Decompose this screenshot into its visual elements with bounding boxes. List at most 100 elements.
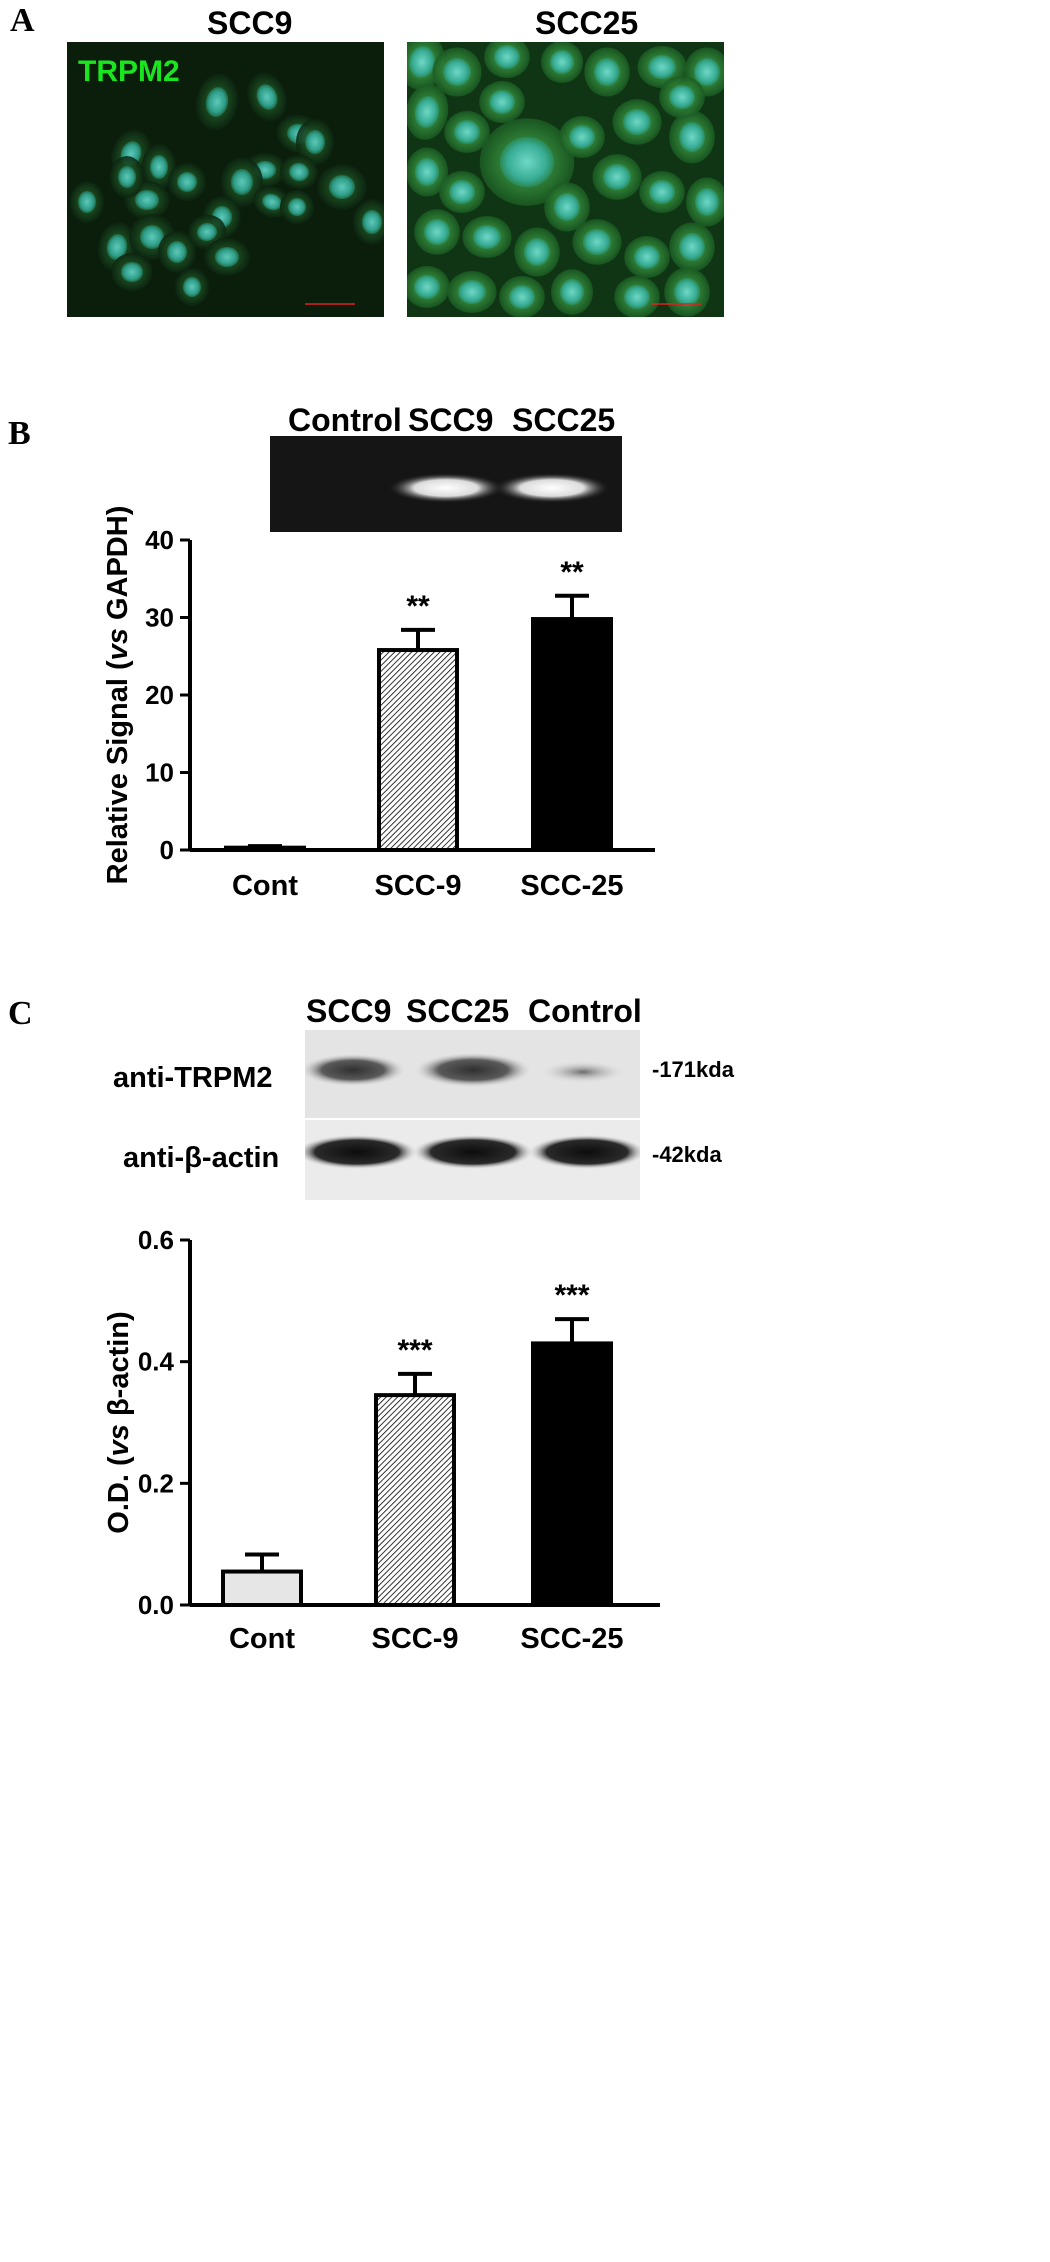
x-tick-label: SCC-9 <box>371 1623 458 1655</box>
cell-nucleus <box>231 169 253 195</box>
cell-nucleus <box>121 262 143 282</box>
significance-label: ** <box>406 590 430 623</box>
panel-letter-c: C <box>8 995 33 1032</box>
image-title-scc9: SCC9 <box>207 5 293 41</box>
blot-size-171: -171kda <box>652 1057 734 1082</box>
blot-lane-scc25: SCC25 <box>406 993 510 1029</box>
cell-nucleus <box>679 122 705 152</box>
y-tick-label: 10 <box>145 758 174 788</box>
bar-cont <box>221 1569 303 1607</box>
y-tick-label: 20 <box>145 680 174 710</box>
bar-scc-9 <box>377 648 459 852</box>
image-title-scc25: SCC25 <box>535 5 639 41</box>
x-tick-label: Cont <box>232 870 298 902</box>
cell-nucleus <box>183 277 201 297</box>
y-tick-label: 0.4 <box>138 1347 175 1377</box>
cell-nucleus <box>669 85 695 109</box>
cell-nucleus <box>458 280 486 304</box>
cell-nucleus <box>140 225 164 249</box>
blot-row-label-trpm2: anti-TRPM2 <box>113 1062 273 1094</box>
blot-band-actin-scc9 <box>305 1135 417 1169</box>
cell-nucleus <box>524 238 550 266</box>
cell-nucleus <box>634 245 660 269</box>
cell-nucleus <box>603 164 631 190</box>
cell-nucleus <box>414 275 440 299</box>
cell-nucleus <box>500 137 554 187</box>
blot-band-control <box>541 1061 625 1083</box>
cell-nucleus <box>135 190 159 210</box>
cell-nucleus <box>648 55 676 79</box>
panel-letter-b: B <box>8 415 31 452</box>
blot-row-label-actin: anti-β-actin <box>123 1142 280 1174</box>
cell-nucleus <box>623 109 651 135</box>
bar-scc-25 <box>531 617 613 852</box>
y-axis-label: Relative Signal (vs GAPDH) <box>102 506 134 885</box>
cell-nucleus <box>473 225 501 249</box>
significance-label: *** <box>397 1334 432 1367</box>
gel-lane-scc9: SCC9 <box>408 402 494 438</box>
cell-nucleus <box>550 50 574 74</box>
x-tick-label: SCC-9 <box>374 870 461 902</box>
cell-nucleus <box>288 198 306 216</box>
bar-scc-25 <box>531 1341 613 1608</box>
blot-size-42: -42kda <box>652 1142 722 1167</box>
cell-nucleus <box>118 166 136 188</box>
cell-nucleus <box>489 90 515 114</box>
y-tick-label: 40 <box>145 525 174 555</box>
cell-nucleus <box>624 285 650 309</box>
cell-nucleus <box>408 46 436 78</box>
cell-nucleus <box>262 193 282 211</box>
blot-lane-scc9: SCC9 <box>306 993 392 1029</box>
panel-letter-a: A <box>10 2 35 39</box>
cell-nucleus <box>362 210 382 234</box>
micrograph-scc25 <box>407 42 724 317</box>
significance-label: ** <box>560 556 584 589</box>
cell-nucleus <box>197 222 217 242</box>
cell-nucleus <box>329 175 355 199</box>
pcr-gel-image <box>270 436 622 532</box>
cell-nucleus <box>694 58 720 86</box>
cell-nucleus <box>509 285 535 309</box>
cell-nucleus <box>424 219 450 245</box>
cell-nucleus <box>215 247 239 267</box>
significance-label: *** <box>554 1279 589 1312</box>
cell-nucleus <box>177 172 197 192</box>
cell-nucleus <box>78 191 96 213</box>
cell-nucleus <box>569 125 595 149</box>
cell-nucleus <box>256 84 278 110</box>
gel-lane-scc25: SCC25 <box>512 402 616 438</box>
x-tick-label: Cont <box>229 1623 295 1655</box>
cell-nucleus <box>443 58 471 86</box>
y-tick-label: 0.6 <box>138 1225 174 1255</box>
gel-band-scc9 <box>388 473 504 503</box>
bar-chart-relative-signal: 0 10 20 30 40 Relative Signal (vs GAPDH) Cont *… <box>102 506 655 902</box>
cell-nucleus <box>560 279 584 305</box>
blot-lane-control: Control <box>528 993 642 1029</box>
bar-chart-od: 0.0 0.2 0.4 0.6 O.D. (vs β-actin) Cont *** SCC-… <box>103 1225 660 1655</box>
cell-nucleus <box>106 234 128 260</box>
blot-band-scc25 <box>415 1053 531 1087</box>
cell-nucleus <box>414 96 440 128</box>
cell-nucleus <box>594 58 620 86</box>
micrograph-scc9 <box>67 42 384 317</box>
cell-nucleus <box>305 130 325 154</box>
gel-lane-control: Control <box>288 402 402 438</box>
cell-nucleus <box>649 180 675 204</box>
y-axis-label: O.D. (vs β-actin) <box>103 1311 135 1533</box>
y-tick-label: 0 <box>160 835 174 865</box>
stain-label-trpm2: TRPM2 <box>78 55 180 88</box>
blot-band-scc9 <box>305 1054 405 1086</box>
x-tick-label: SCC-25 <box>520 1623 623 1655</box>
western-blot-actin <box>305 1120 640 1200</box>
cell-nucleus <box>695 188 719 216</box>
cell-nucleus <box>205 87 229 117</box>
cell-nucleus <box>449 180 475 204</box>
bar-scc-9 <box>374 1393 456 1607</box>
cell-nucleus <box>454 120 480 144</box>
y-tick-label: 0.0 <box>138 1590 174 1620</box>
blot-band-actin-scc25 <box>413 1135 533 1169</box>
cell-nucleus <box>415 158 439 186</box>
cell-nucleus <box>494 45 520 69</box>
x-tick-label: SCC-25 <box>520 870 623 902</box>
western-blot-trpm2 <box>305 1030 640 1118</box>
